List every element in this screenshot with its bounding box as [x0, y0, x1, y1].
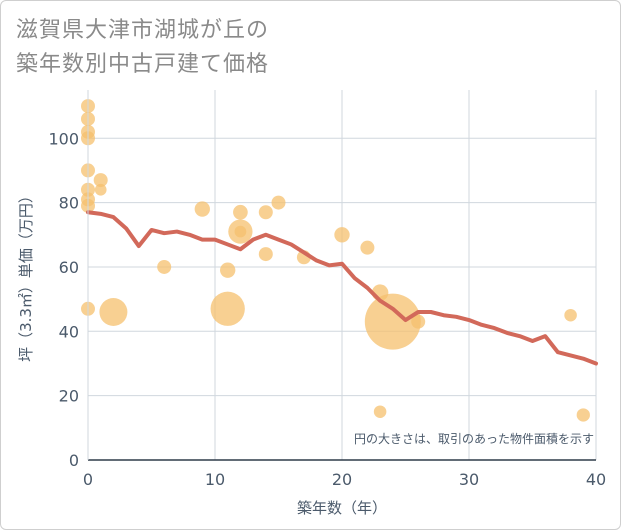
chart-title-line-2: 築年数別中古戸建て価格 [16, 52, 270, 77]
bubble-point [411, 314, 426, 329]
bubble-point [334, 227, 350, 243]
bubble-point [373, 405, 387, 419]
y-tick-label: 100 [48, 129, 79, 148]
bubble-point [258, 205, 273, 220]
y-tick-label: 60 [59, 258, 79, 277]
x-tick-label: 20 [332, 470, 352, 489]
trend-line [86, 210, 598, 366]
tick-labels-layer: 0 10 20 30 40 0 20 40 60 80 100 [48, 129, 606, 489]
bubble-point [576, 408, 590, 422]
bubble-layer [81, 99, 590, 422]
bubble-point [564, 308, 577, 322]
bubble-point [234, 225, 247, 238]
bubble-point [258, 247, 273, 262]
bubble-point [210, 291, 245, 326]
x-tick-label: 40 [586, 470, 606, 489]
bubble-point [220, 262, 236, 278]
bubble-point [93, 173, 108, 188]
bubble-point [94, 183, 107, 196]
x-axis-label: 築年数（年） [297, 499, 387, 517]
bubble-point [364, 293, 421, 350]
y-tick-label: 20 [59, 387, 79, 406]
y-tick-label: 40 [59, 322, 79, 341]
x-tick-label: 30 [459, 470, 479, 489]
bubble-size-note: 円の大きさは、取引のあった物件面積を示す [354, 431, 594, 446]
chart-title: 滋賀県大津市湖城が丘の 築年数別中古戸建て価格 [16, 14, 269, 82]
bubble-point [194, 201, 210, 217]
bubble-point [157, 259, 172, 274]
bubble-point [360, 240, 375, 255]
trend-line-layer [86, 210, 598, 366]
chart-title-line-1: 滋賀県大津市湖城が丘の [16, 18, 270, 43]
grid-lines [88, 90, 597, 460]
x-tick-label: 0 [83, 470, 93, 489]
x-tick-label: 10 [205, 470, 225, 489]
bubble-point [99, 298, 128, 326]
bubble-point [271, 195, 286, 210]
y-tick-label: 0 [69, 451, 79, 470]
y-axis-label: 坪（3.3㎡）単価（万円） [17, 188, 35, 362]
bubble-point [233, 204, 248, 220]
axes-layer [87, 90, 596, 461]
y-tick-label: 80 [59, 194, 79, 213]
